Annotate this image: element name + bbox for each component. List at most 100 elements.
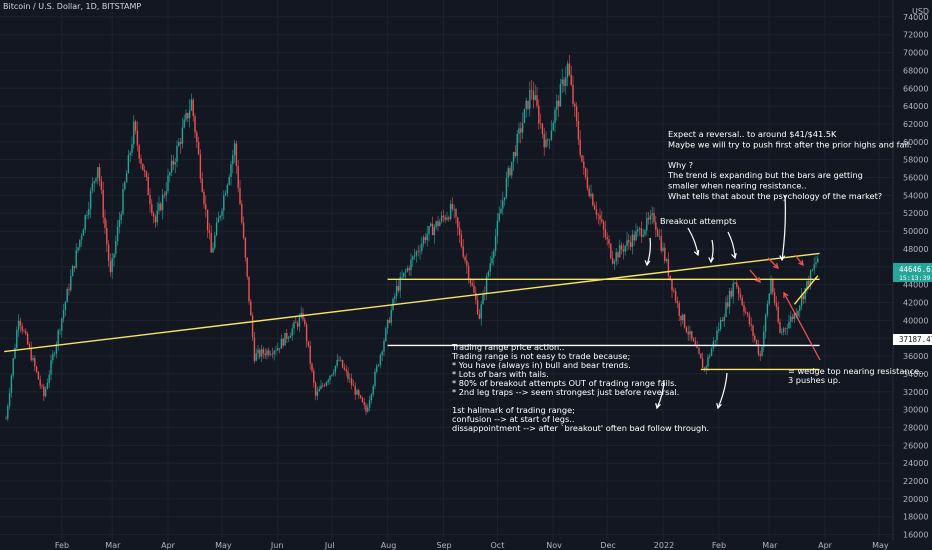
candle-body [667,259,670,276]
candle-body [239,188,241,205]
candle-body [350,378,353,386]
price-tick-label: 52000 [903,209,928,218]
candle-body [579,139,581,156]
candle-body [368,400,371,408]
candle-body [107,244,110,261]
candle-body [559,84,562,107]
candle-body [813,264,815,270]
candle-body [131,144,133,153]
candle-body [217,217,220,223]
candle-body [352,385,355,386]
candle-body [320,385,322,390]
candle-body [415,251,418,256]
candle-body [194,116,196,133]
candle-body [388,319,391,323]
candle-body [440,215,443,222]
candle-body [21,325,23,331]
candle-body [575,106,578,121]
candle-body [399,277,401,291]
candle-body [757,344,760,355]
candle-body [187,113,189,119]
candle-body [691,331,693,339]
candle-body [473,285,475,293]
candle-body [244,237,247,258]
candle-body [97,167,99,179]
last-price-countdown: 15:13:39 [899,274,930,282]
note-line: The trend is expanding but the bars are … [667,170,863,180]
candle-body [453,208,455,210]
candle-body [791,316,794,319]
candle-body [223,195,225,211]
price-tick-label: 18000 [903,513,928,522]
candle-body [212,247,214,253]
candle-body [764,314,767,332]
candle-body [737,287,740,294]
candle-body [147,177,149,196]
time-tick-label: Jun [270,541,284,550]
candle-body [232,155,234,165]
candle-body [444,217,446,220]
candle-body [750,324,752,326]
candle-body [696,345,698,349]
candle-body [613,261,616,264]
candle-body [703,367,706,369]
candle-body [714,340,716,342]
candle-body [790,316,792,322]
time-tick-label: Apr [818,541,833,550]
last-price-tag: 44646.61 15:13:39 [893,263,932,282]
candle-body [770,279,772,294]
time-tick-label: Feb [712,541,726,550]
candle-body [34,358,36,367]
candle-body [725,302,727,317]
candle-body [10,375,13,393]
candle-body [516,133,518,156]
candle-body [277,348,279,351]
price-tick-label: 48000 [903,245,928,254]
candle-body [410,259,412,271]
candle-body [557,100,560,107]
candle-body [430,223,432,227]
candle-body [545,139,547,148]
candle-body [59,330,61,332]
candle-body [52,354,54,361]
candle-body [206,209,209,231]
candle-body [210,232,212,253]
candle-body [43,386,45,397]
candle-body [646,217,648,231]
last-price-value: 44646.61 [899,265,932,274]
support-price-value: 37187.47 [899,335,932,344]
candle-body [736,282,738,288]
candle-body [262,349,265,354]
candle-body [116,226,119,241]
time-axis-panel[interactable] [0,540,932,550]
time-tick-label: May [872,541,889,550]
candle-body [665,259,668,261]
candle-body [230,164,232,178]
annotation-trading-range-note: Trading range price action.. Trading rang… [451,342,709,433]
time-tick-label: 2022 [654,541,674,550]
white-arrow [656,379,665,409]
candle-body [196,132,198,142]
candle-body [421,243,423,251]
candle-body [547,139,549,141]
candle-body [314,382,317,396]
candle-body [653,213,655,223]
candle-body [601,219,603,222]
note-line: = wedge top nearing resistance.. [788,366,924,376]
candle-body [62,310,65,319]
candle-body [275,350,277,352]
candle-body [417,251,419,253]
candle-body [491,258,493,264]
candle-body [295,322,297,324]
price-tick-label: 68000 [903,66,928,75]
candle-body [586,177,589,189]
time-tick-label: Jul [324,541,335,550]
candle-body [476,300,479,315]
time-tick-label: Aug [381,541,397,550]
support-price-tag: 37187.47 [893,334,932,345]
candle-body [539,123,542,124]
candle-body [595,209,598,215]
candle-body [606,237,608,240]
candle-body [170,160,173,173]
